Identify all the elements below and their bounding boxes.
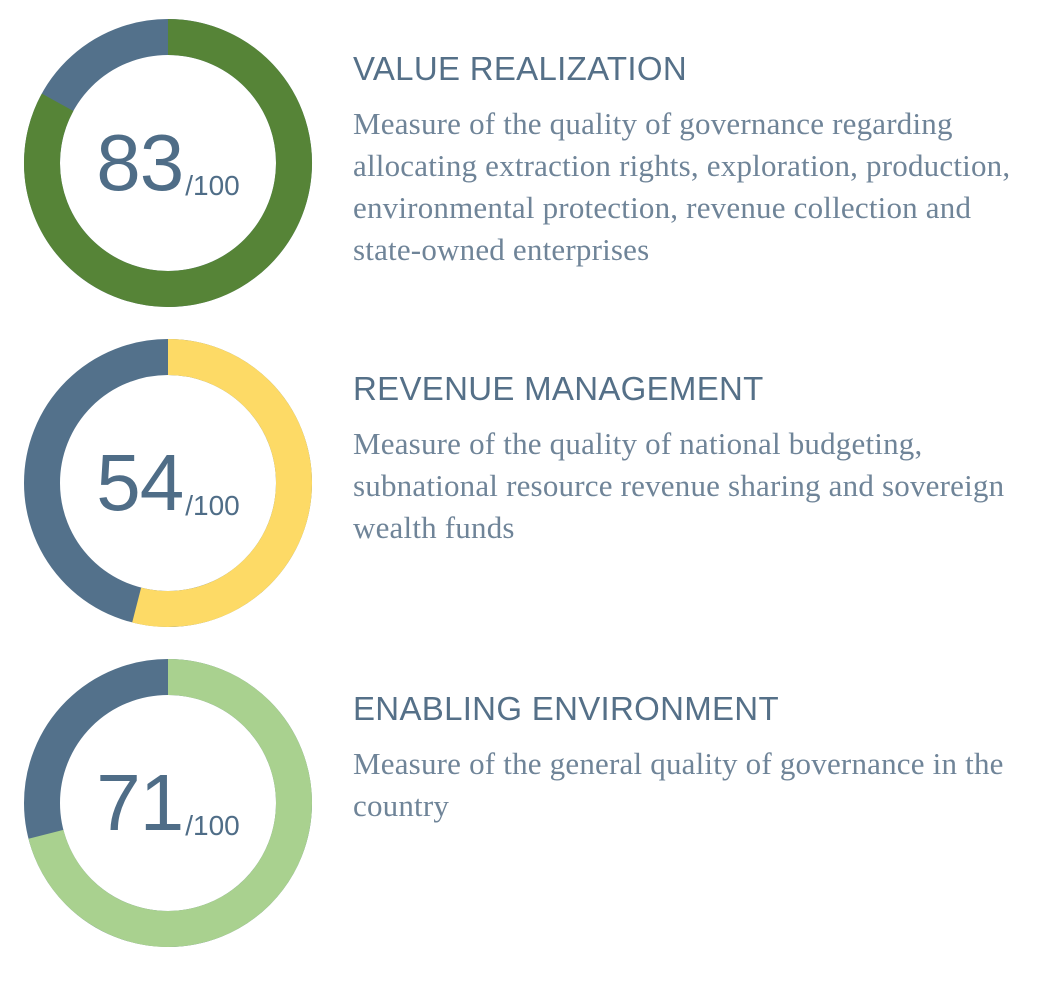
donut-chart (24, 659, 312, 947)
metric-description: Measure of the quality of governance reg… (353, 106, 1011, 267)
donut-chart (24, 339, 312, 627)
score-max: /100 (185, 490, 240, 521)
score-row-value-realization: 83 /100 VALUE REALIZATION Measure of the… (0, 15, 1044, 315)
metric-text: ENABLING ENVIRONMENT Measure of the gene… (353, 689, 1028, 827)
donut-chart (24, 19, 312, 307)
donut-gauge: 71 /100 (20, 655, 316, 951)
donut-gauge: 54 /100 (20, 335, 316, 631)
donut-score-arc (24, 19, 312, 307)
metric-description: Measure of the quality of national budge… (353, 426, 1005, 545)
score-row-revenue-management: 54 /100 REVENUE MANAGEMENT Measure of th… (0, 335, 1044, 635)
score-label: 83 /100 (20, 15, 316, 311)
score-value: 54 (96, 438, 184, 527)
metric-title: VALUE REALIZATION (353, 50, 687, 87)
score-row-enabling-environment: 71 /100 ENABLING ENVIRONMENT Measure of … (0, 655, 1044, 955)
metric-title: ENABLING ENVIRONMENT (353, 690, 779, 727)
donut-score-arc (132, 339, 312, 627)
metric-description: Measure of the general quality of govern… (353, 746, 1004, 823)
score-label: 71 /100 (20, 655, 316, 951)
score-value: 71 (96, 758, 184, 847)
metric-text: REVENUE MANAGEMENT Measure of the qualit… (353, 369, 1028, 549)
score-max: /100 (185, 170, 240, 201)
metric-text: VALUE REALIZATION Measure of the quality… (353, 49, 1028, 271)
score-max: /100 (185, 810, 240, 841)
donut-gauge: 83 /100 (20, 15, 316, 311)
score-value: 83 (96, 118, 184, 207)
donut-score-arc (28, 659, 312, 947)
score-label: 54 /100 (20, 335, 316, 631)
metric-title: REVENUE MANAGEMENT (353, 370, 764, 407)
